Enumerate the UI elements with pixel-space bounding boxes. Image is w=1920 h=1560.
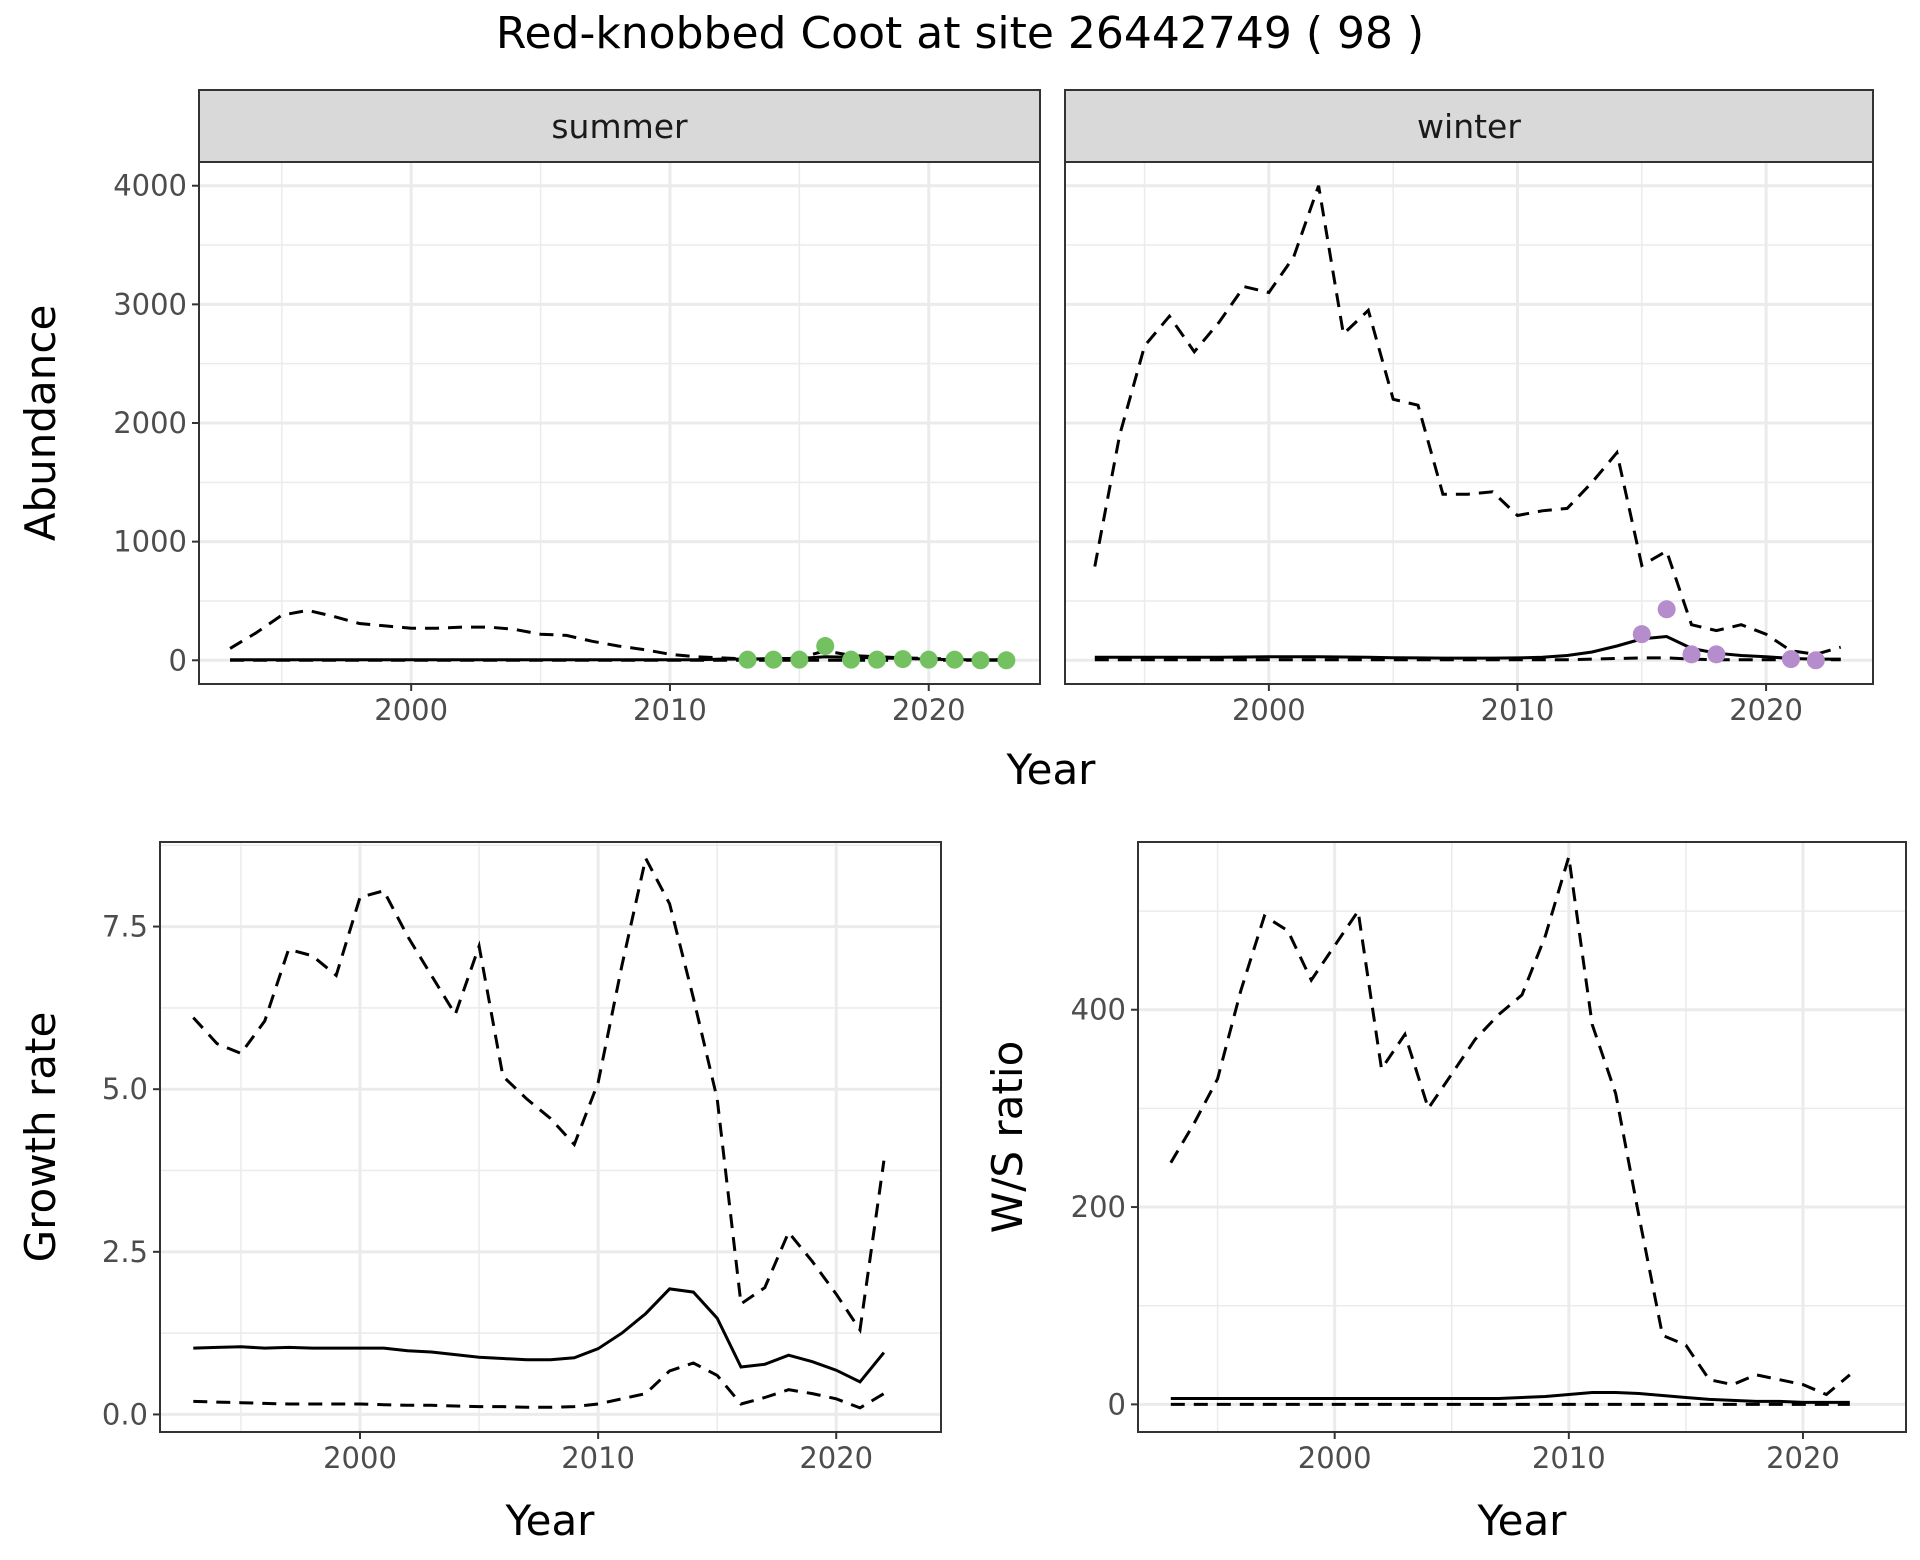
y-tick-label: 4000 [113,169,187,203]
x-tick-label: 2020 [799,1441,873,1475]
upper-bound-line [1169,856,1851,1397]
x-tick-label: 2010 [633,693,707,727]
abundance-x-axis-title: Year [1006,745,1097,794]
observed-count-point [919,650,938,669]
observed-count-point [1806,651,1825,670]
x-tick-label: 2020 [1766,1441,1840,1475]
observed-count-point [971,651,990,670]
y-tick-label: 7.5 [102,910,148,944]
upper-bound-line [1093,185,1842,656]
growth-rate-panel: 2000 2010 2020 0.0 2.5 5.0 7.5 [102,841,942,1475]
y-tick-label: 5.0 [102,1072,148,1106]
y-tick-label: 400 [1071,993,1126,1027]
observed-count-point [842,650,861,669]
winter-facet-label: winter [1417,107,1521,146]
observed-count-point [1781,650,1800,669]
x-tick-label: 2010 [1532,1441,1606,1475]
ratio-x-axis-title: Year [1477,1496,1568,1545]
growth-y-axis-title: Growth rate [16,1012,65,1263]
y-tick-label: 0 [1108,1387,1126,1421]
winter-panel-border [1064,161,1874,685]
upper-bound-line [192,853,886,1335]
observed-count-point [1682,645,1701,664]
y-tick-label: 3000 [113,287,187,321]
observed-count-point [1657,600,1676,619]
lower-bound-line [193,1361,885,1410]
x-tick-label: 2010 [1481,693,1555,727]
abundance-y-axis-title: Abundance [16,305,65,542]
median-line [1094,634,1841,661]
x-tick-label: 2020 [892,693,966,727]
y-tick-label: 0 [169,643,187,677]
median-line [230,655,1007,662]
observed-count-point [1632,625,1651,644]
median-line [193,1287,886,1384]
y-tick-label: 2.5 [102,1235,148,1269]
ws-ratio-panel: 2000 2010 2020 0 200 400 [1071,841,1907,1475]
observed-count-point [790,650,809,669]
summer-facet-label: summer [551,107,688,146]
figure-title: Red-knobbed Coot at site 26442749 ( 98 ) [496,8,1424,59]
growth-panel-border [159,841,942,1433]
observed-count-point [945,650,964,669]
summer-abundance-panel: summer 2000 2010 2020 0 1000 2000 3000 4000 [113,89,1041,727]
observed-count-point [997,651,1016,670]
observed-count-point [867,650,886,669]
x-tick-label: 2010 [561,1441,635,1475]
median-line [1170,1391,1850,1404]
x-tick-label: 2000 [323,1441,397,1475]
observed-count-point [738,650,757,669]
summer-facet-strip [198,89,1041,163]
x-tick-label: 2020 [1729,693,1803,727]
winter-facet-strip [1064,89,1874,163]
x-tick-label: 2000 [1232,693,1306,727]
y-tick-label: 2000 [113,406,187,440]
x-tick-label: 2000 [374,693,448,727]
observed-count-point [816,637,835,656]
y-tick-label: 0.0 [102,1397,148,1431]
y-tick-label: 200 [1071,1190,1126,1224]
y-tick-label: 1000 [113,525,187,559]
ratio-panel-border [1137,841,1907,1433]
x-tick-label: 2000 [1298,1441,1372,1475]
observed-count-point [764,650,783,669]
observed-count-point [1707,645,1726,664]
winter-abundance-panel: winter 2000 2010 2020 [1064,89,1874,727]
ratio-y-axis-title: W/S ratio [983,1041,1032,1234]
observed-count-point [893,650,912,669]
growth-x-axis-title: Year [505,1496,596,1545]
upper-bound-line [229,608,1007,662]
